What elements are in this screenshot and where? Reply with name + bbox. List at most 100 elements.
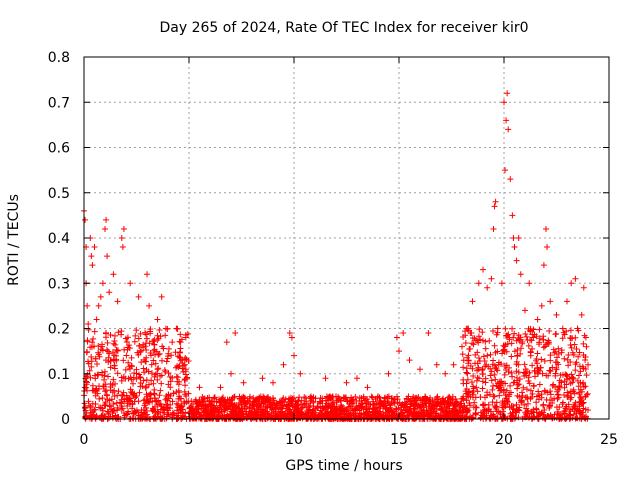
data-point-cloud xyxy=(162,368,169,375)
data-point-cloud xyxy=(151,386,158,393)
data-point-cloud xyxy=(107,364,114,371)
data-point-cloud xyxy=(391,400,398,407)
data-point-cloud xyxy=(517,345,524,352)
data-point-cloud xyxy=(577,386,584,393)
data-point-cloud xyxy=(567,335,574,342)
data-point-cloud xyxy=(200,401,207,408)
data-point-cloud xyxy=(536,341,543,348)
data-point-cloud xyxy=(492,376,499,383)
data-point-cloud xyxy=(308,395,315,402)
data-point-cloud xyxy=(543,372,550,379)
data-point-cloud xyxy=(96,395,103,402)
data-point-cloud xyxy=(182,382,189,389)
data-point-cloud xyxy=(530,326,537,333)
data-point-cloud xyxy=(482,379,489,386)
data-point-cloud xyxy=(464,376,471,383)
data-point-cloud xyxy=(403,395,410,402)
data-point-cloud xyxy=(163,401,170,408)
data-point-cloud xyxy=(206,411,213,418)
data-point-cloud xyxy=(101,376,108,383)
data-point-cloud xyxy=(163,395,170,402)
data-point xyxy=(103,216,110,223)
data-point-cloud xyxy=(507,382,514,389)
data-point-cloud xyxy=(571,341,578,348)
data-point-cloud xyxy=(137,330,144,337)
data-point-cloud xyxy=(491,393,498,400)
x-tick-label: 15 xyxy=(390,432,408,448)
data-point-cloud xyxy=(287,408,294,415)
data-point-cloud xyxy=(467,330,474,337)
data-point-cloud xyxy=(481,358,488,365)
data-point-cloud xyxy=(91,407,98,414)
data-point xyxy=(280,361,287,368)
data-point-cloud xyxy=(140,365,147,372)
data-point-cloud xyxy=(469,414,476,421)
data-point-cloud xyxy=(474,367,481,374)
data-point-cloud xyxy=(86,367,93,374)
data-point xyxy=(502,167,509,174)
data-point-cloud xyxy=(563,415,570,422)
data-point-cloud xyxy=(473,404,480,411)
data-point xyxy=(498,280,505,287)
data-point xyxy=(484,284,491,291)
data-point-cloud xyxy=(564,389,571,396)
data-point xyxy=(217,384,224,391)
data-point-cloud xyxy=(227,403,234,410)
data-point-cloud xyxy=(474,349,481,356)
data-point-cloud xyxy=(167,378,174,385)
data-point-cloud xyxy=(525,342,532,349)
data-point-cloud xyxy=(515,335,522,342)
data-point-cloud xyxy=(515,361,522,368)
data-point-cloud xyxy=(433,402,440,409)
data-point-cloud xyxy=(90,335,97,342)
data-point-cloud xyxy=(398,404,405,411)
data-point xyxy=(385,370,392,377)
data-point-cloud xyxy=(130,380,137,387)
data-point-cloud xyxy=(177,402,184,409)
data-point-cloud xyxy=(404,409,411,416)
data-point-cloud xyxy=(246,405,253,412)
data-point xyxy=(97,293,104,300)
x-tick-label: 25 xyxy=(600,432,618,448)
data-point-cloud xyxy=(510,406,517,413)
data-point-cloud xyxy=(131,338,138,345)
data-point-cloud xyxy=(430,408,437,415)
data-point-cloud xyxy=(568,344,575,351)
data-point-cloud xyxy=(559,335,566,342)
data-point-cloud xyxy=(405,415,412,422)
data-point-cloud xyxy=(485,408,492,415)
data-point-cloud xyxy=(357,403,364,410)
data-point-cloud xyxy=(570,386,577,393)
data-point-cloud xyxy=(489,386,496,393)
data-point xyxy=(343,379,350,386)
data-point-cloud xyxy=(503,348,510,355)
data-point-cloud xyxy=(443,408,450,415)
data-point-cloud xyxy=(212,406,219,413)
data-point-cloud xyxy=(495,385,502,392)
data-point-cloud xyxy=(535,388,542,395)
data-point-cloud xyxy=(436,403,443,410)
data-point-cloud xyxy=(527,395,534,402)
data-point-cloud xyxy=(157,387,164,394)
data-point-cloud xyxy=(107,358,114,365)
data-point-cloud xyxy=(575,353,582,360)
data-point-cloud xyxy=(410,400,417,407)
data-point-cloud xyxy=(122,375,129,382)
data-point-cloud xyxy=(84,348,91,355)
data-point-cloud xyxy=(248,411,255,418)
y-tick-label: 0.6 xyxy=(48,141,70,157)
y-tick-label: 0.3 xyxy=(48,276,70,292)
data-point xyxy=(417,366,423,373)
data-point-cloud xyxy=(135,409,142,416)
data-point-cloud xyxy=(183,399,190,406)
data-point-cloud xyxy=(467,402,474,409)
data-point-cloud xyxy=(188,405,195,412)
data-point-cloud xyxy=(153,348,160,355)
data-point xyxy=(400,330,407,337)
data-point xyxy=(501,99,507,106)
data-point-cloud xyxy=(549,364,556,371)
x-tick-label: 5 xyxy=(185,432,194,448)
data-point-cloud xyxy=(292,403,299,410)
data-point-cloud xyxy=(112,412,119,419)
data-point-cloud xyxy=(518,397,525,404)
